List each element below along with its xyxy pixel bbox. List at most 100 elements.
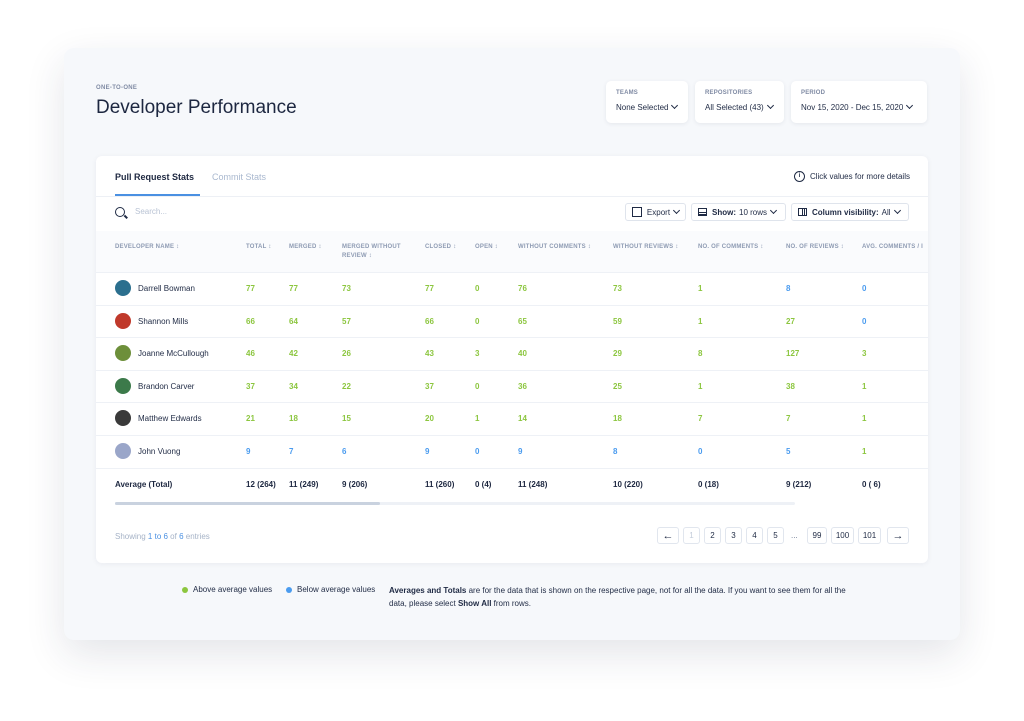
header-no-of-reviews[interactable]: NO. OF REVIEWS ↕: [786, 243, 844, 252]
stat-value[interactable]: 1: [862, 381, 867, 391]
stat-value[interactable]: 57: [342, 316, 351, 326]
next-page-button[interactable]: →: [887, 527, 909, 544]
header-no-of-comments[interactable]: NO. OF COMMENTS ↕: [698, 243, 763, 252]
developer-name[interactable]: Shannon Mills: [138, 316, 189, 326]
stat-value[interactable]: 5: [786, 447, 791, 456]
export-button[interactable]: Export: [625, 203, 686, 221]
header-total[interactable]: TOTAL ↕: [246, 243, 271, 252]
stat-value[interactable]: 8: [613, 447, 618, 456]
page-3-button[interactable]: 3: [725, 527, 742, 544]
stat-value[interactable]: 59: [613, 316, 622, 326]
scrollbar-thumb[interactable]: [115, 502, 380, 505]
stat-value[interactable]: 1: [862, 414, 867, 424]
stat-value[interactable]: 9: [425, 447, 430, 456]
stat-value[interactable]: 36: [518, 381, 527, 391]
header-avg-comments[interactable]: AVG. COMMENTS / I: [862, 243, 923, 252]
rows-select[interactable]: Show: 10 rows: [691, 203, 786, 221]
developer-name[interactable]: Brandon Carver: [138, 381, 195, 391]
page-5-button[interactable]: 5: [767, 527, 784, 544]
stat-value[interactable]: 64: [289, 316, 298, 326]
stat-value[interactable]: 66: [425, 316, 434, 326]
stat-value[interactable]: 73: [342, 284, 351, 293]
stat-value[interactable]: 1: [475, 414, 480, 424]
stat-value[interactable]: 37: [246, 381, 255, 391]
stat-value[interactable]: 18: [289, 414, 298, 424]
stat-value[interactable]: 25: [613, 381, 622, 391]
search-input[interactable]: [133, 206, 337, 217]
page-101-button[interactable]: 101: [858, 527, 881, 544]
tab-commit-stats[interactable]: Commit Stats: [212, 172, 267, 182]
stat-value[interactable]: 29: [613, 349, 622, 359]
stat-value[interactable]: 0: [862, 284, 867, 293]
details-hint-text: Click values for more details: [809, 172, 910, 181]
stat-value[interactable]: 22: [342, 381, 351, 391]
stat-value[interactable]: 1: [698, 284, 703, 293]
header-merged-without-review[interactable]: MERGED WITHOUT REVIEW ↕: [342, 243, 414, 261]
stat-value[interactable]: 43: [425, 349, 434, 359]
prev-page-button[interactable]: ←: [657, 527, 679, 544]
stat-value[interactable]: 0: [475, 316, 480, 326]
stat-value[interactable]: 6: [342, 447, 347, 456]
stat-value[interactable]: 37: [425, 381, 434, 391]
stat-value[interactable]: 0: [475, 381, 480, 391]
stat-value[interactable]: 21: [246, 414, 255, 424]
header-without-comments[interactable]: WITHOUT COMMENTS ↕: [518, 243, 591, 252]
developer-name[interactable]: John Vuong: [138, 447, 181, 456]
stat-value[interactable]: 42: [289, 349, 298, 359]
stat-value[interactable]: 0: [698, 447, 703, 456]
stat-value[interactable]: 40: [518, 349, 527, 359]
stat-value[interactable]: 27: [786, 316, 795, 326]
stat-value[interactable]: 8: [786, 284, 791, 293]
header-without-reviews[interactable]: WITHOUT REVIEWS ↕: [613, 243, 678, 252]
stat-value[interactable]: 77: [246, 284, 255, 293]
stat-value[interactable]: 14: [518, 414, 527, 424]
stat-value[interactable]: 34: [289, 381, 298, 391]
period-filter[interactable]: PERIOD Nov 15, 2020 - Dec 15, 2020: [791, 81, 927, 123]
stat-value[interactable]: 76: [518, 284, 527, 293]
stat-value[interactable]: 8: [698, 349, 703, 359]
stat-value[interactable]: 127: [786, 349, 800, 359]
stat-value[interactable]: 65: [518, 316, 527, 326]
stat-value[interactable]: 15: [342, 414, 351, 424]
page-2-button[interactable]: 2: [704, 527, 721, 544]
page-100-button[interactable]: 100: [831, 527, 854, 544]
stat-value[interactable]: 1: [862, 447, 867, 456]
stat-value[interactable]: 3: [475, 349, 480, 359]
developer-name[interactable]: Matthew Edwards: [138, 414, 202, 424]
tab-pull-request-stats[interactable]: Pull Request Stats: [115, 172, 195, 182]
stat-value[interactable]: 26: [342, 349, 351, 359]
stat-value[interactable]: 7: [698, 414, 703, 424]
teams-filter[interactable]: TEAMS None Selected: [606, 81, 688, 123]
developer-name[interactable]: Joanne McCullough: [138, 349, 209, 359]
header-open[interactable]: OPEN ↕: [475, 243, 498, 252]
stat-value[interactable]: 7: [289, 447, 294, 456]
stat-value[interactable]: 0: [475, 447, 480, 456]
stat-value[interactable]: 9: [518, 447, 523, 456]
stat-value[interactable]: 1: [698, 316, 703, 326]
stat-value[interactable]: 77: [289, 284, 298, 293]
header-closed[interactable]: CLOSED ↕: [425, 243, 456, 252]
stat-value[interactable]: 0: [862, 316, 867, 326]
stat-value[interactable]: 66: [246, 316, 255, 326]
column-visibility-select[interactable]: Column visibility: All: [791, 203, 909, 221]
repositories-filter[interactable]: REPOSITORIES All Selected (43): [695, 81, 784, 123]
page-99-button[interactable]: 99: [807, 527, 827, 544]
stat-value[interactable]: 73: [613, 284, 622, 293]
header-merged[interactable]: MERGED ↕: [289, 243, 322, 252]
stat-value[interactable]: 18: [613, 414, 622, 424]
developer-name[interactable]: Darrell Bowman: [138, 284, 195, 293]
stat-value[interactable]: 1: [698, 381, 703, 391]
stat-value[interactable]: 3: [862, 349, 867, 359]
column-visibility-value: All: [881, 207, 891, 217]
horizontal-scrollbar[interactable]: [115, 502, 795, 505]
stat-value[interactable]: 7: [786, 414, 791, 424]
stat-value[interactable]: 20: [425, 414, 434, 424]
stat-value[interactable]: 46: [246, 349, 255, 359]
stat-value[interactable]: 38: [786, 381, 795, 391]
stat-value[interactable]: 77: [425, 284, 434, 293]
stat-value[interactable]: 9: [246, 447, 251, 456]
stat-value[interactable]: 0: [475, 284, 480, 293]
page-4-button[interactable]: 4: [746, 527, 763, 544]
page-1-button[interactable]: 1: [683, 527, 700, 544]
header-developer-name[interactable]: DEVELOPER NAME ↕: [115, 243, 179, 252]
